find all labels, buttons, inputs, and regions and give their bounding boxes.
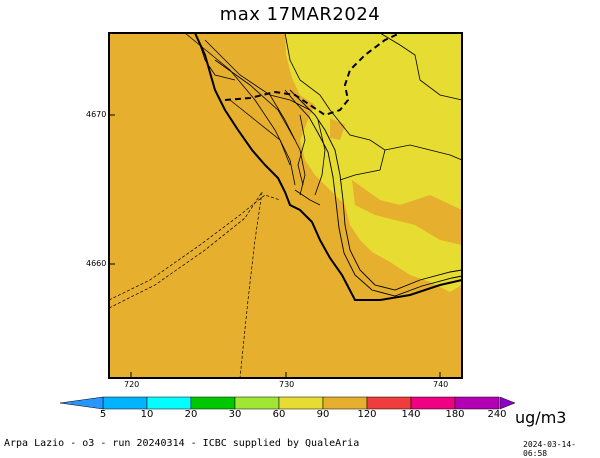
highway <box>284 89 463 297</box>
admin-boundaries <box>184 32 463 206</box>
region-border <box>224 32 401 117</box>
axis-ticks <box>109 114 441 378</box>
colorbar-label-10: 10 <box>140 409 154 420</box>
footer-credits: Arpa Lazio - o3 - run 20240314 - ICBC su… <box>4 438 360 449</box>
sea-lines <box>108 191 281 379</box>
y-tick-4670: 4670 <box>86 110 107 119</box>
x-tick-740: 740 <box>433 380 449 389</box>
colorbar-segment <box>234 396 280 410</box>
colorbar-segment <box>190 396 236 410</box>
colorbar-label-120: 120 <box>357 409 377 420</box>
x-tick-720: 720 <box>124 380 140 389</box>
orange-strip <box>352 180 462 245</box>
yellow-region <box>285 33 462 292</box>
colorbar-segment <box>146 396 192 410</box>
colorbar-label-90: 90 <box>316 409 330 420</box>
coastline <box>194 32 463 301</box>
colorbar-segment <box>322 396 368 410</box>
colorbar-segment <box>102 396 148 410</box>
colorbar-segment <box>366 396 412 410</box>
footer-timestamp: 2024-03-14-06:58 <box>523 440 576 458</box>
colorbar-label-5: 5 <box>99 409 107 420</box>
map-title: max 17MAR2024 <box>219 4 381 25</box>
colorbar-segment <box>278 396 324 410</box>
colorbar-label-180: 180 <box>445 409 465 420</box>
colorbar-segment <box>410 396 456 410</box>
x-tick-730: 730 <box>279 380 295 389</box>
colorbar-segment <box>454 396 500 410</box>
colorbar-high-arrow <box>499 396 516 410</box>
y-tick-4660: 4660 <box>86 259 107 268</box>
colorbar-units: ug/m3 <box>515 408 567 427</box>
colorbar-label-20: 20 <box>184 409 198 420</box>
colorbar-label-240: 240 <box>487 409 507 420</box>
colorbar-label-30: 30 <box>228 409 242 420</box>
colorbar-label-140: 140 <box>401 409 421 420</box>
colorbar-low-arrow <box>59 396 104 410</box>
colorbar-label-60: 60 <box>272 409 286 420</box>
